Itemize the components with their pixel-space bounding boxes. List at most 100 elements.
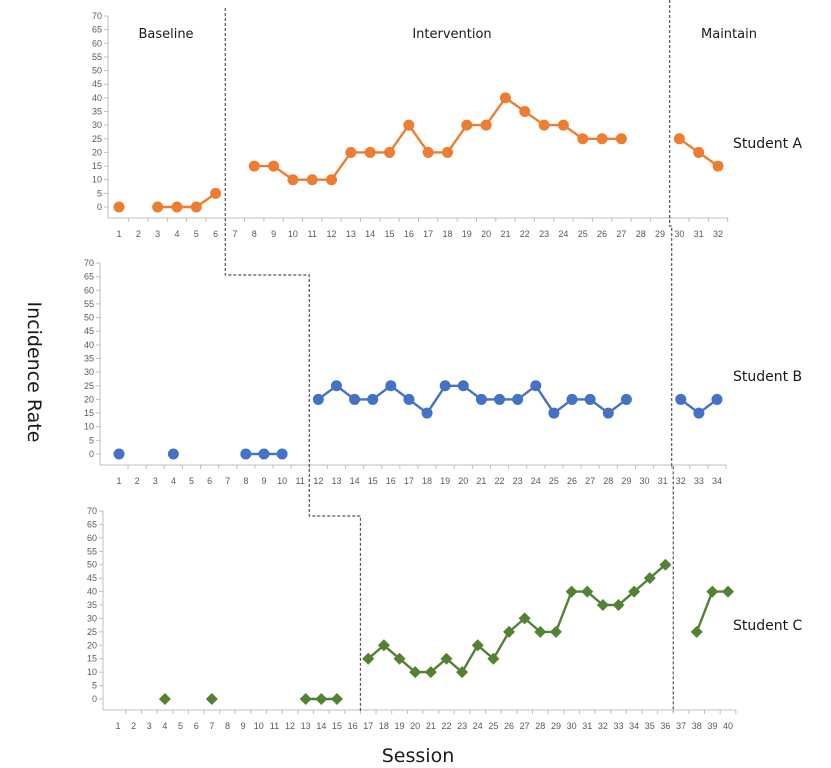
x-tick-label: 33	[614, 721, 624, 731]
data-point-student-b	[421, 407, 433, 419]
x-tick-label: 24	[558, 229, 568, 239]
data-point-student-b	[385, 380, 397, 392]
data-point-student-b	[349, 393, 361, 405]
data-point-student-a	[190, 201, 202, 213]
x-tick-label: 25	[488, 721, 498, 731]
data-point-student-a	[461, 119, 473, 131]
x-tick-label: 9	[261, 476, 266, 486]
x-tick-label: 3	[155, 229, 160, 239]
data-point-student-b	[711, 393, 723, 405]
x-tick-label: 22	[520, 229, 530, 239]
x-tick-label: 5	[189, 476, 194, 486]
y-tick-label: 35	[87, 600, 97, 610]
x-tick-label: 21	[476, 476, 486, 486]
data-point-student-a	[306, 174, 318, 186]
data-point-student-c	[315, 693, 328, 705]
x-tick-label: 14	[350, 476, 360, 486]
phase-change-lines	[224, 0, 674, 712]
y-tick-label: 20	[87, 640, 97, 650]
x-tick-label: 16	[348, 721, 358, 731]
data-point-student-b	[258, 448, 270, 460]
x-tick-label: 10	[288, 229, 298, 239]
data-point-student-c	[628, 585, 641, 598]
y-tick-label: 30	[87, 613, 97, 623]
data-point-student-c	[690, 625, 703, 638]
y-tick-label: 50	[87, 560, 97, 570]
y-tick-label: 50	[84, 313, 94, 323]
x-tick-label: 28	[535, 721, 545, 731]
x-tick-label: 14	[316, 721, 326, 731]
x-tick-label: 36	[660, 721, 670, 731]
data-point-student-c	[158, 693, 171, 705]
x-tick-label: 13	[301, 721, 311, 731]
x-tick-label: 26	[597, 229, 607, 239]
x-tick-label: 15	[385, 229, 395, 239]
x-tick-label: 11	[270, 721, 279, 731]
y-tick-label: 30	[84, 367, 94, 377]
data-point-student-c	[518, 612, 531, 625]
data-point-student-a	[712, 160, 724, 172]
x-tick-label: 11	[296, 476, 305, 486]
y-tick-label: 30	[92, 120, 102, 130]
data-point-student-a	[403, 119, 415, 131]
x-tick-label: 25	[578, 229, 588, 239]
x-tick-label: 29	[655, 229, 665, 239]
x-tick-label: 26	[567, 476, 577, 486]
data-point-student-b	[167, 448, 179, 460]
x-tick-label: 7	[225, 476, 230, 486]
data-point-student-c	[393, 652, 406, 665]
y-axis-title: Incidence Rate	[23, 302, 45, 443]
x-tick-label: 24	[531, 476, 541, 486]
data-point-student-b	[276, 448, 288, 460]
data-point-student-b	[675, 393, 687, 405]
data-point-student-a	[171, 201, 183, 213]
x-tick-label: 8	[225, 721, 230, 731]
data-point-student-b	[566, 393, 578, 405]
data-point-student-b	[240, 448, 252, 460]
data-point-student-c	[706, 585, 719, 598]
x-tick-label: 7	[232, 229, 237, 239]
data-point-student-c	[581, 585, 594, 598]
series-label-student-a: Student A	[733, 136, 803, 152]
x-tick-label: 32	[598, 721, 608, 731]
x-tick-label: 4	[162, 721, 167, 731]
x-tick-label: 8	[252, 229, 257, 239]
data-point-student-b	[475, 393, 487, 405]
y-tick-label: 55	[92, 52, 102, 62]
series-line-student-a	[254, 96, 622, 181]
data-point-student-a	[345, 146, 357, 158]
y-tick-label: 0	[92, 694, 97, 704]
data-point-student-c	[612, 599, 625, 611]
data-point-student-b	[620, 393, 632, 405]
x-tick-label: 28	[636, 229, 646, 239]
data-point-student-a	[210, 187, 222, 199]
data-point-student-c	[424, 666, 437, 679]
x-tick-label: 12	[285, 721, 295, 731]
y-tick-label: 15	[87, 654, 97, 664]
data-point-student-a	[596, 133, 608, 145]
x-tick-label: 31	[658, 476, 668, 486]
x-tick-label: 21	[500, 229, 510, 239]
data-point-student-a	[384, 146, 396, 158]
series-line-student-b	[317, 384, 628, 415]
data-point-student-a	[364, 146, 376, 158]
x-tick-label: 5	[194, 229, 199, 239]
x-tick-label: 19	[440, 476, 450, 486]
data-point-student-b	[494, 393, 506, 405]
y-tick-label: 65	[92, 25, 102, 35]
y-tick-label: 5	[92, 681, 97, 691]
data-point-student-a	[480, 119, 492, 131]
x-tick-label: 19	[462, 229, 472, 239]
y-tick-label: 70	[92, 11, 102, 21]
x-tick-label: 5	[178, 721, 183, 731]
y-tick-label: 15	[92, 161, 102, 171]
y-tick-label: 60	[87, 533, 97, 543]
x-tick-label: 16	[404, 229, 414, 239]
series-label-student-c: Student C	[733, 618, 803, 634]
series-line-student-a	[157, 192, 217, 209]
data-point-student-a	[499, 92, 511, 104]
data-point-student-a	[268, 160, 280, 172]
data-point-student-a	[422, 146, 434, 158]
y-tick-label: 10	[92, 175, 102, 185]
data-point-student-b	[548, 407, 560, 419]
